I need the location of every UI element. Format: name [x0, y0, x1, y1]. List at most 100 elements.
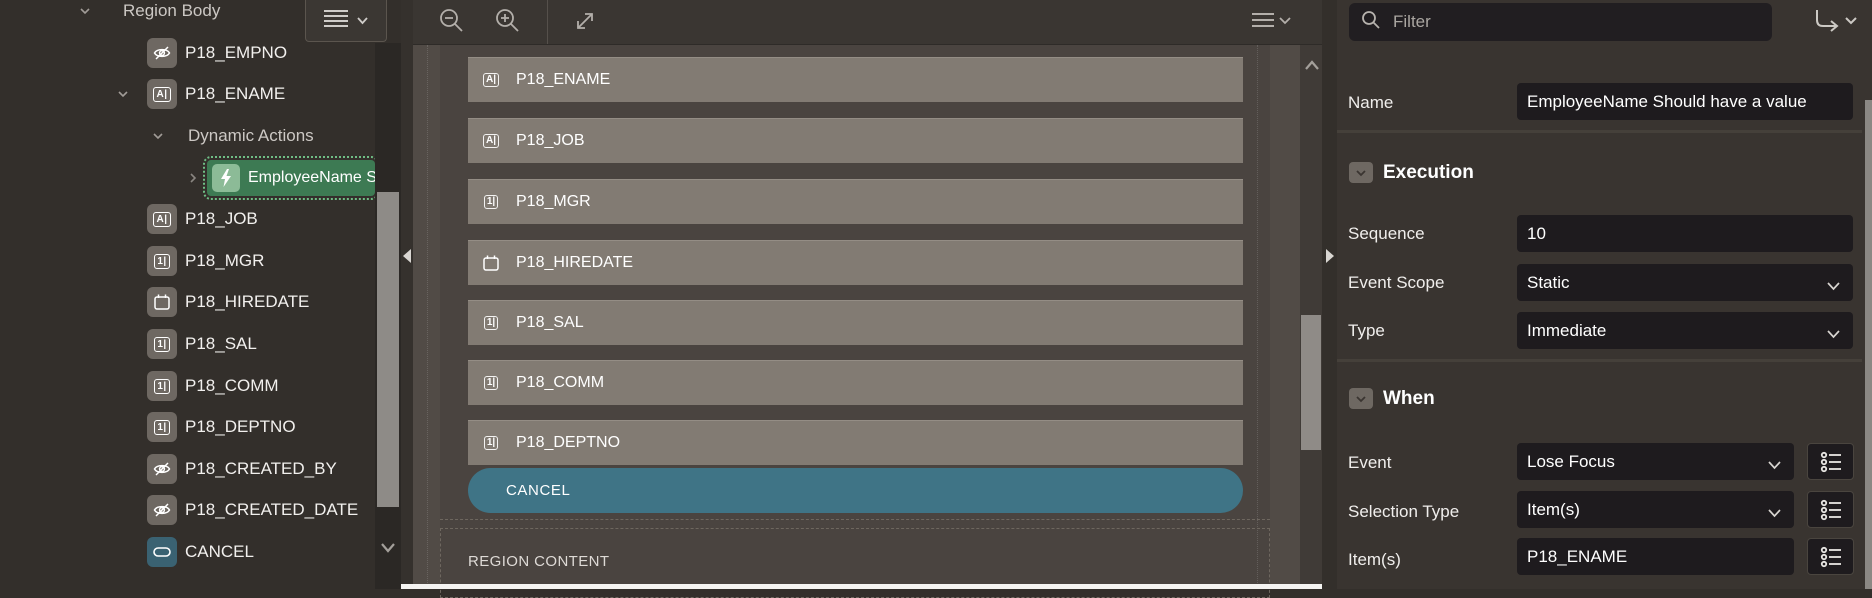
sequence-value: 10 — [1527, 223, 1546, 243]
type-select[interactable]: Immediate — [1517, 312, 1853, 349]
tree-node-p18-created-date[interactable]: P18_CREATED_DATE — [147, 492, 358, 528]
tree-scrollbar-thumb[interactable] — [377, 192, 399, 507]
name-value: EmployeeName Should have a value — [1527, 91, 1807, 111]
chevron-down-icon — [1826, 276, 1841, 296]
layout-item-p18-mgr[interactable]: 1| P18_MGR — [468, 179, 1243, 224]
tree-node-p18-hiredate[interactable]: P18_HIREDATE — [147, 284, 309, 320]
button-item-icon — [147, 537, 177, 567]
tree-node-p18-empno[interactable]: P18_EMPNO — [147, 35, 287, 71]
type-value: Immediate — [1527, 320, 1607, 340]
layout-item-label: P18_DEPTNO — [516, 434, 621, 451]
event-value: Lose Focus — [1527, 451, 1615, 471]
chevron-right-icon[interactable] — [186, 171, 200, 185]
scroll-up-icon[interactable] — [1303, 58, 1321, 77]
tree-node-p18-ename[interactable]: A| P18_ENAME — [147, 76, 285, 112]
layout-scrollbar-thumb[interactable] — [1301, 315, 1321, 450]
items-value: P18_ENAME — [1527, 546, 1628, 566]
tree-node-p18-sal[interactable]: 1| P18_SAL — [147, 326, 257, 362]
tree-node-label: EmployeeName Should have a value — [248, 169, 375, 186]
selection-type-list-button[interactable] — [1807, 491, 1854, 528]
grid-line — [427, 45, 428, 589]
search-icon — [1361, 10, 1381, 35]
calendar-icon — [480, 252, 502, 274]
number-item-icon: 1| — [147, 329, 177, 359]
tree-node-p18-job[interactable]: A| P18_JOB — [147, 201, 258, 237]
tree-node-label: P18_COMM — [185, 376, 279, 395]
layout-item-p18-deptno[interactable]: 1| P18_DEPTNO — [468, 420, 1243, 465]
scroll-down-icon[interactable] — [379, 541, 397, 560]
go-to-group-button[interactable] — [1812, 8, 1860, 41]
section-title-execution: Execution — [1383, 162, 1474, 183]
event-list-button[interactable] — [1807, 443, 1854, 480]
sequence-field[interactable]: 10 — [1517, 215, 1853, 252]
section-title-when: When — [1383, 388, 1435, 409]
layout-item-label: P18_ENAME — [516, 71, 611, 88]
layout-item-label: P18_MGR — [516, 193, 591, 210]
tree-node-p18-mgr[interactable]: 1| P18_MGR — [147, 243, 264, 279]
properties-scrollbar-thumb[interactable] — [1865, 100, 1872, 589]
collapse-left-icon[interactable] — [403, 249, 411, 263]
filter-input[interactable] — [1391, 11, 1695, 33]
zoom-out-icon[interactable] — [438, 7, 466, 35]
event-scope-label: Event Scope — [1348, 273, 1445, 292]
tree-node-label: CANCEL — [185, 542, 254, 561]
tree-node-cancel[interactable]: CANCEL — [147, 534, 254, 570]
layout-item-p18-sal[interactable]: 1| P18_SAL — [468, 300, 1243, 345]
tree-node-p18-created-by[interactable]: P18_CREATED_BY — [147, 451, 337, 487]
tree-node-dynamic-actions[interactable]: Dynamic Actions — [188, 118, 314, 154]
grid-gutter-left — [413, 45, 440, 589]
tree-menu-button[interactable] — [305, 0, 387, 42]
tree-node-label: Region Body — [123, 1, 221, 20]
chevron-down-icon[interactable] — [151, 129, 165, 143]
items-list-button[interactable] — [1807, 538, 1854, 575]
cancel-button[interactable]: CANCEL — [468, 468, 1243, 513]
expand-icon[interactable] — [571, 7, 599, 35]
tree-node-region-body[interactable]: Region Body — [123, 0, 220, 29]
chevron-down-icon — [1767, 503, 1782, 523]
layout-item-p18-comm[interactable]: 1| P18_COMM — [468, 360, 1243, 405]
type-label: Type — [1348, 321, 1385, 340]
event-select[interactable]: Lose Focus — [1517, 443, 1794, 480]
number-item-icon: 1| — [147, 412, 177, 442]
collapse-section-button[interactable] — [1349, 388, 1373, 409]
tree-node-p18-comm[interactable]: 1| P18_COMM — [147, 368, 279, 404]
text-item-icon: A| — [147, 204, 177, 234]
tree-node-dynamic-action-selected[interactable]: EmployeeName Should have a value — [203, 156, 379, 200]
event-scope-select[interactable]: Static — [1517, 264, 1853, 301]
region-divider — [440, 519, 1270, 520]
panel-splitter-right[interactable] — [1322, 0, 1337, 589]
hidden-item-icon — [147, 495, 177, 525]
number-item-icon: 1| — [147, 246, 177, 276]
layout-item-p18-hiredate[interactable]: P18_HIREDATE — [468, 240, 1243, 285]
items-label: Item(s) — [1348, 550, 1401, 569]
items-field[interactable]: P18_ENAME — [1517, 538, 1794, 575]
layout-toolbar — [413, 0, 1322, 45]
layout-menu-button[interactable] — [1252, 12, 1292, 35]
selection-type-select[interactable]: Item(s) — [1517, 491, 1794, 528]
tree-node-p18-deptno[interactable]: 1| P18_DEPTNO — [147, 409, 296, 445]
name-field[interactable]: EmployeeName Should have a value — [1517, 83, 1853, 120]
collapse-section-button[interactable] — [1349, 162, 1373, 183]
tree-node-label: P18_CREATED_BY — [185, 459, 337, 478]
tree-node-label: Dynamic Actions — [188, 126, 314, 145]
event-label: Event — [1348, 453, 1392, 472]
collapse-right-icon[interactable] — [1326, 249, 1334, 263]
chevron-down-icon[interactable] — [116, 87, 130, 101]
section-divider — [1337, 359, 1862, 362]
layout-item-p18-ename[interactable]: A| P18_ENAME — [468, 57, 1243, 102]
bolt-icon — [212, 164, 240, 192]
tree-node-label: P18_ENAME — [185, 84, 286, 103]
panel-splitter-left[interactable] — [401, 0, 413, 589]
toolbar-divider — [547, 0, 548, 44]
chevron-down-icon — [356, 12, 369, 30]
layout-item-p18-job[interactable]: A| P18_JOB — [468, 118, 1243, 163]
property-filter[interactable] — [1349, 3, 1772, 41]
chevron-down-icon[interactable] — [78, 4, 92, 18]
tree-node-label: P18_MGR — [185, 251, 265, 270]
zoom-in-icon[interactable] — [494, 7, 522, 35]
hidden-item-icon — [147, 38, 177, 68]
layout-item-label: P18_SAL — [516, 314, 584, 331]
layout-item-label: P18_JOB — [516, 132, 585, 149]
event-scope-value: Static — [1527, 272, 1570, 292]
number-item-icon: 1| — [480, 432, 502, 454]
